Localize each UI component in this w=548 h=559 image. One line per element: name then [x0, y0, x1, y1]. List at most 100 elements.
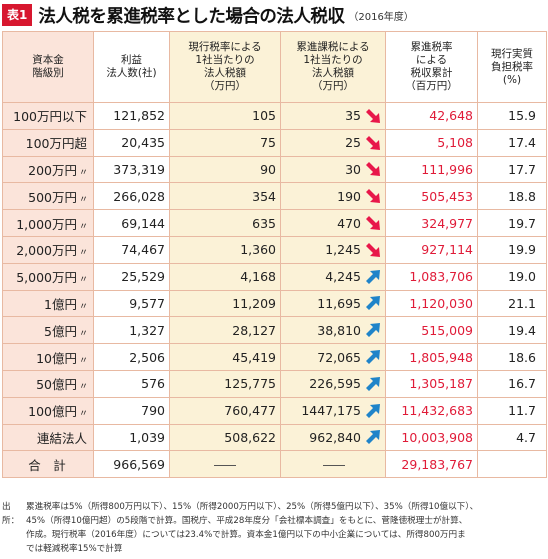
row-current-tax: 760,477: [169, 396, 281, 425]
row-effective-rate: 19.4: [477, 316, 547, 345]
ditto-mark: 〃: [78, 328, 88, 339]
row-class-label: 50億円〃: [2, 369, 94, 398]
row-corp-count: 69,144: [93, 209, 170, 237]
row-current-tax: 105: [169, 102, 281, 130]
row-effective-rate: 18.6: [477, 343, 547, 371]
title-bar: 表1 法人税を累進税率とした場合の法人税収 （2016年度）: [0, 0, 548, 30]
row-cumulative: 1,083,706: [385, 262, 478, 291]
row-class-label: 5億円〃: [2, 316, 94, 345]
row-progressive-tax: 1,245: [280, 235, 386, 264]
dash-mark: [323, 464, 345, 466]
class-text: 連結法人: [36, 430, 87, 446]
row-effective-rate: 19.9: [477, 235, 547, 264]
arrow-up-right-icon: [366, 376, 380, 391]
note-line: 45%（所得10億円超）の5段階で計算。国税庁、平成28年度分「会社標本調査」を…: [26, 516, 468, 526]
row-progressive-tax: 1447,175: [280, 396, 386, 425]
row-class-label: 10億円〃: [2, 343, 94, 371]
table-row: 10億円〃 2,506 45,419 72,065 1,805,948 18.6: [2, 343, 547, 371]
progressive-value: 25: [345, 135, 361, 151]
row-class-label: 連結法人: [2, 423, 94, 452]
row-effective-rate: 4.7: [477, 423, 547, 452]
row-current-tax: 1,360: [169, 235, 281, 264]
row-cumulative: 1,805,948: [385, 343, 478, 371]
note-line: 作成。現行税率（2016年度）については23.4%で計算。資本金1億円以下の中小…: [26, 530, 466, 540]
dash-mark: [214, 464, 236, 466]
row-progressive-tax: 72,065: [280, 343, 386, 371]
arrow-down-right-icon: [366, 189, 380, 204]
row-progressive-tax: 226,595: [280, 369, 386, 398]
table-row: 1,000万円〃 69,144 635 470 324,977 19.7: [2, 209, 547, 237]
source-note: 出所： 累進税率は5%（所得800万円以下）、15%（所得2000万円以下）、2…: [2, 500, 546, 556]
row-class-label: 100万円以下: [2, 102, 94, 130]
header-class: 資本金 階級別: [2, 31, 94, 103]
class-text: 10億円: [36, 350, 77, 366]
ditto-mark: 〃: [78, 167, 88, 178]
table-row: 2,000万円〃 74,467 1,360 1,245 927,114 19.9: [2, 235, 547, 264]
row-current-tax: 508,622: [169, 423, 281, 452]
note-line: では軽減税率15%で計算: [26, 544, 123, 554]
arrow-up-right-icon: [366, 403, 380, 418]
ditto-mark: 〃: [78, 355, 88, 366]
row-cumulative: 505,453: [385, 182, 478, 211]
row-current-tax: 90: [169, 155, 281, 184]
table-year: （2016年度）: [348, 11, 414, 23]
class-text: 50億円: [36, 377, 77, 393]
total-label: 合 計: [2, 450, 94, 479]
row-effective-rate: 21.1: [477, 289, 547, 318]
class-text: 100億円: [28, 404, 77, 420]
arrow-up-right-icon: [366, 430, 380, 445]
ditto-mark: 〃: [78, 194, 88, 205]
header-progressive-tax: 累進課税による 1社当たりの 法人税額 （万円）: [280, 31, 386, 103]
row-cumulative: 5,108: [385, 128, 478, 157]
total-count: 966,569: [93, 450, 170, 479]
note-label: 出所：: [2, 502, 20, 526]
progressive-value: 1447,175: [301, 403, 361, 419]
arrow-down-right-icon: [366, 135, 380, 150]
row-effective-rate: 19.7: [477, 209, 547, 237]
row-progressive-tax: 470: [280, 209, 386, 237]
table-body: 100万円以下 121,852 105 35 42,648 15.9 100万円超 20,43…: [2, 102, 547, 479]
progressive-value: 190: [337, 188, 361, 204]
row-cumulative: 111,996: [385, 155, 478, 184]
row-current-tax: 635: [169, 209, 281, 237]
ditto-mark: 〃: [78, 221, 88, 232]
row-effective-rate: 15.9: [477, 102, 547, 130]
row-class-label: 5,000万円〃: [2, 262, 94, 291]
total-progressive-dash: [280, 450, 386, 479]
header-effective-rate: 現行実質 負担税率 (%): [477, 31, 547, 103]
row-cumulative: 42,648: [385, 102, 478, 130]
table-row: 50億円〃 576 125,775 226,595 1,305,187 16.7: [2, 369, 547, 398]
row-progressive-tax: 190: [280, 182, 386, 211]
progressive-value: 38,810: [317, 322, 361, 338]
row-progressive-tax: 30: [280, 155, 386, 184]
table-row: 100億円〃 790 760,477 1447,175 11,432,683 11.7: [2, 396, 547, 425]
class-text: 5億円: [44, 323, 77, 339]
row-effective-rate: 17.7: [477, 155, 547, 184]
arrow-down-right-icon: [366, 108, 380, 123]
row-class-label: 1,000万円〃: [2, 209, 94, 237]
row-class-label: 200万円〃: [2, 155, 94, 184]
class-text: 1,000万円: [16, 216, 77, 232]
tax-table: 資本金 階級別 利益 法人数(社) 現行税率による 1社当たりの 法人税額 （万…: [2, 31, 547, 479]
arrow-up-right-icon: [366, 323, 380, 338]
class-text: 500万円: [28, 189, 77, 205]
row-progressive-tax: 25: [280, 128, 386, 157]
progressive-value: 470: [337, 215, 361, 231]
row-current-tax: 11,209: [169, 289, 281, 318]
row-cumulative: 515,009: [385, 316, 478, 345]
row-current-tax: 75: [169, 128, 281, 157]
arrow-up-right-icon: [366, 296, 380, 311]
row-corp-count: 20,435: [93, 128, 170, 157]
row-corp-count: 74,467: [93, 235, 170, 264]
table-row: 100万円超 20,435 75 25 5,108 17.4: [2, 128, 547, 157]
row-effective-rate: 16.7: [477, 369, 547, 398]
row-current-tax: 4,168: [169, 262, 281, 291]
arrow-up-right-icon: [366, 269, 380, 284]
ditto-mark: 〃: [78, 275, 88, 286]
row-effective-rate: 19.0: [477, 262, 547, 291]
row-corp-count: 2,506: [93, 343, 170, 371]
table-number-badge: 表1: [2, 4, 33, 26]
total-row: 合 計 966,569 29,183,767: [2, 450, 547, 479]
row-cumulative: 1,305,187: [385, 369, 478, 398]
row-class-label: 100億円〃: [2, 396, 94, 425]
